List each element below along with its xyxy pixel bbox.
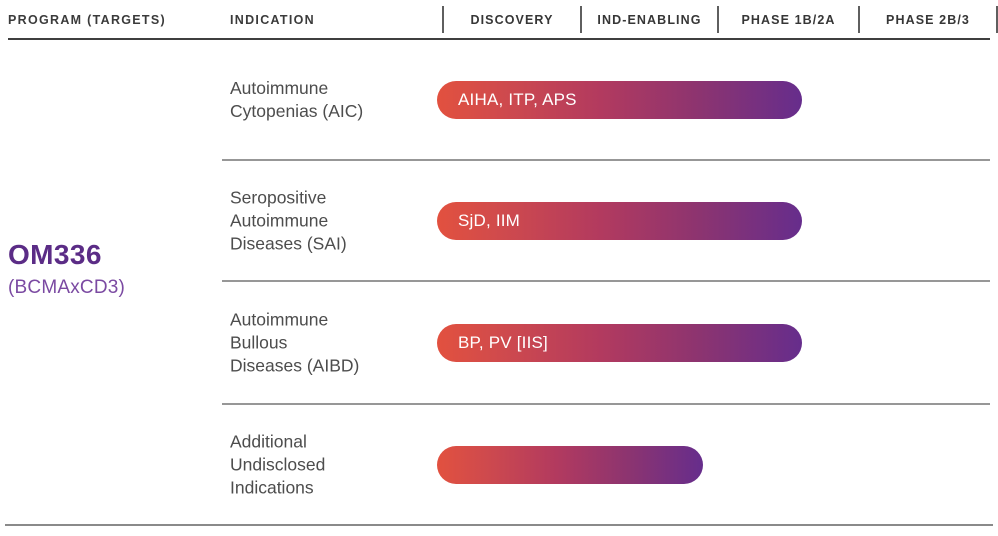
program-name: OM336: [8, 239, 102, 270]
row-divider: [222, 159, 990, 161]
indication-line: Seropositive: [230, 187, 327, 207]
indication-line: Bullous: [230, 332, 288, 352]
pipeline-bar: SjD, IIM: [437, 201, 802, 240]
phase-column-phase-2b-3: PHASE 2B/3: [858, 6, 998, 33]
phase-column-discovery: DISCOVERY: [442, 6, 580, 33]
header-rule: [8, 38, 990, 40]
phase-label: IND-ENABLING: [597, 12, 702, 27]
bar-label: SjD, IIM: [458, 210, 521, 230]
indication-line: Autoimmune: [230, 78, 329, 98]
indication-line: Autoimmune: [230, 210, 329, 230]
phase-label: DISCOVERY: [470, 12, 554, 27]
program-block: OM336 (BCMAxCD3): [8, 239, 125, 299]
indication-label: Autoimmune Cytopenias (AIC): [230, 77, 363, 123]
phase-column-ind-enabling: IND-ENABLING: [580, 6, 717, 33]
header-indication: INDICATION: [230, 13, 315, 27]
header-program-targets: PROGRAM (TARGETS): [8, 13, 166, 27]
pipeline-bar: AIHA, ITP, APS: [437, 81, 802, 119]
indication-label: Autoimmune Bullous Diseases (AIBD): [230, 308, 359, 377]
indication-line: Diseases (AIBD): [230, 355, 360, 375]
indication-line: Additional: [230, 431, 307, 452]
phase-label: PHASE 2B/3: [886, 12, 970, 27]
pipeline-row-sai: Seropositive Autoimmune Diseases (SAI) S…: [0, 160, 998, 281]
indication-line: Diseases (SAI): [230, 233, 347, 253]
pipeline-row-undisclosed: Additional Undisclosed Indications: [0, 404, 998, 526]
row-divider: [222, 403, 990, 405]
indication-label: Seropositive Autoimmune Diseases (SAI): [230, 186, 347, 255]
pipeline-row-aic: Autoimmune Cytopenias (AIC) AIHA, ITP, A…: [0, 40, 998, 160]
indication-line: Cytopenias (AIC): [230, 101, 364, 121]
phase-label: PHASE 1B/2A: [741, 12, 836, 27]
phase-column-phase-1b-2a: PHASE 1B/2A: [717, 6, 858, 33]
bar-label: BP, PV [IIS]: [458, 332, 548, 352]
indication-label: Additional Undisclosed Indications: [230, 431, 325, 500]
bar-label: AIHA, ITP, APS: [458, 90, 577, 109]
program-targets: (BCMAxCD3): [8, 277, 126, 298]
indication-line: Autoimmune: [230, 309, 329, 329]
row-divider: [222, 280, 990, 282]
indication-line: Indications: [230, 477, 314, 498]
pipeline-row-aibd: Autoimmune Bullous Diseases (AIBD) BP, P…: [0, 281, 998, 404]
phase-columns-header: DISCOVERY IND-ENABLING PHASE 1B/2A PHASE…: [442, 6, 998, 33]
bottom-rule: [5, 524, 993, 526]
pipeline-bar: [437, 446, 703, 484]
indication-line: Undisclosed: [230, 454, 326, 475]
pipeline-bar: BP, PV [IIS]: [437, 323, 802, 362]
